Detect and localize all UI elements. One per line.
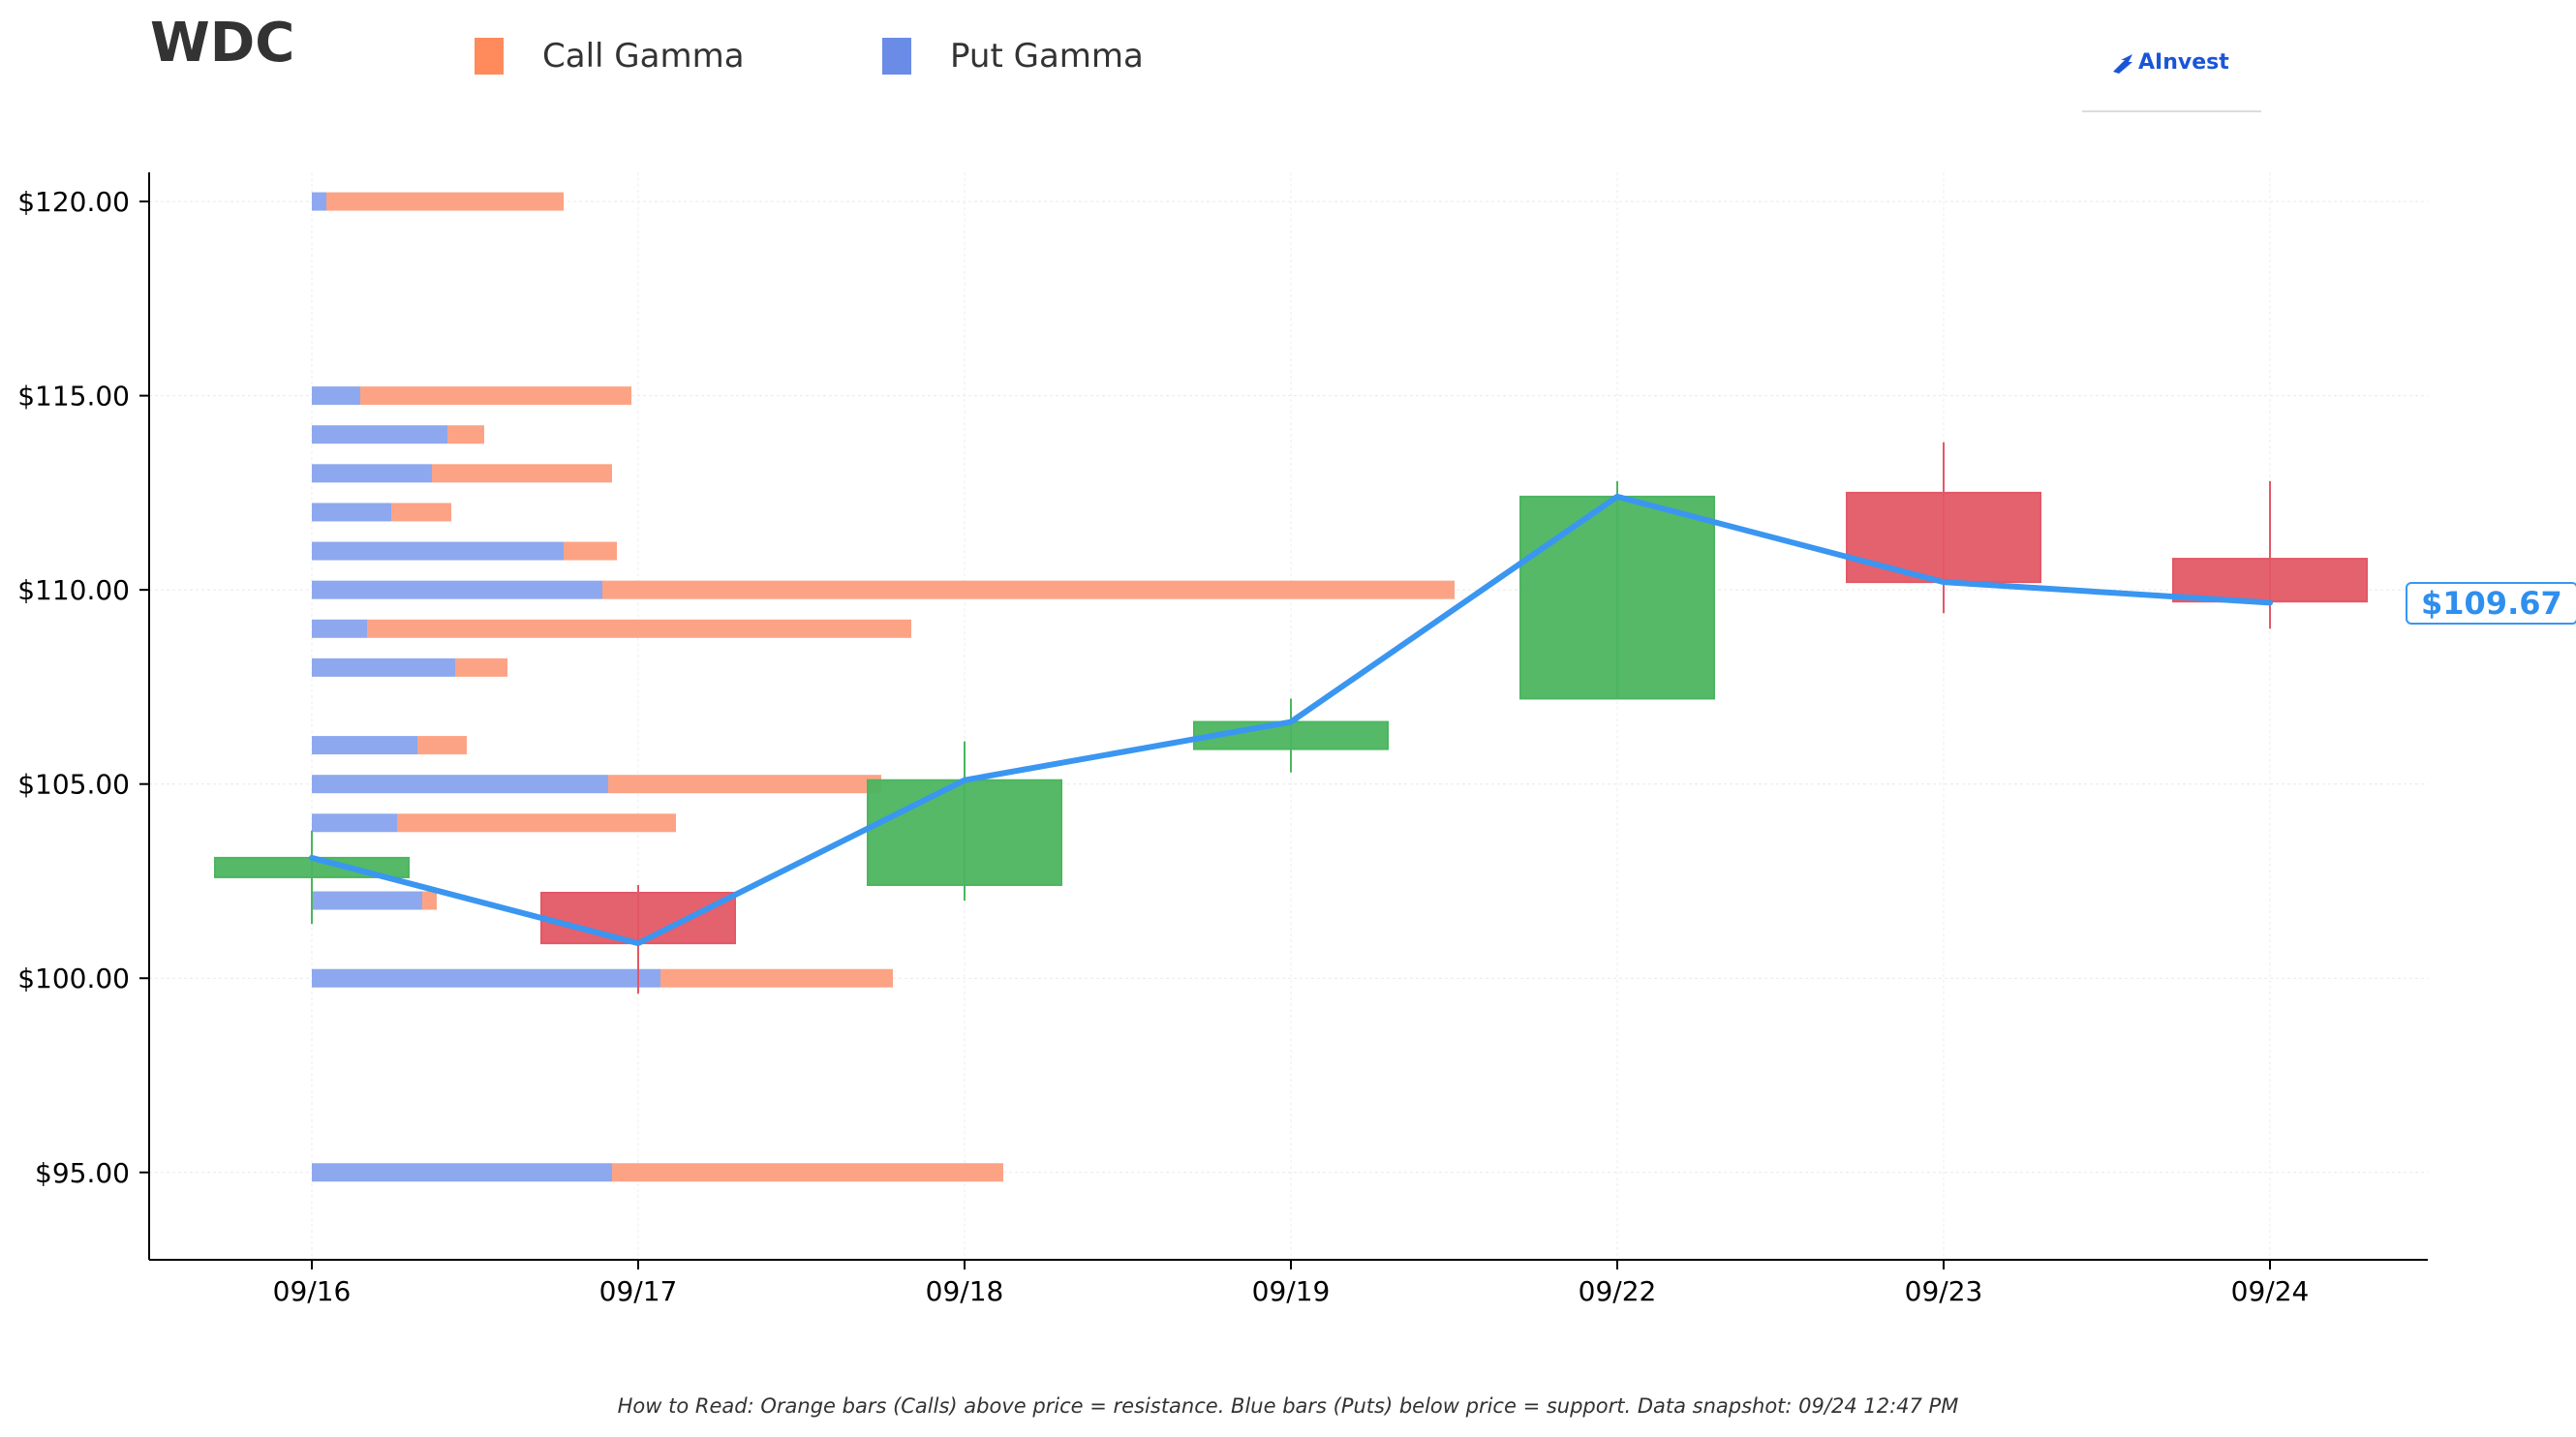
put-gamma-bar	[312, 580, 602, 599]
call-gamma-bar	[432, 464, 612, 483]
candles-layer	[214, 442, 2368, 994]
y-tick-label: $100.00	[17, 963, 130, 994]
x-tick-label: 09/24	[2231, 1275, 2310, 1307]
y-tick-label: $105.00	[17, 769, 130, 801]
y-tick-label: $115.00	[17, 381, 130, 413]
call-gamma-bar	[391, 503, 451, 522]
candle-body	[540, 891, 736, 945]
gamma-bars-layer	[312, 192, 1455, 1182]
brand-divider	[2082, 110, 2261, 112]
legend-put-swatch	[882, 38, 911, 75]
call-gamma-bar	[367, 619, 911, 638]
axes-layer: $95.00 $100.00 $105.00 $110.00 $115.00 $120.0…	[17, 172, 2428, 1307]
x-tick-label: 09/18	[926, 1275, 1004, 1307]
current-price-badge: $109.67	[2406, 582, 2576, 625]
price-line	[309, 493, 2273, 947]
y-tick-label: $120.00	[17, 186, 130, 218]
brand-name: AInvest	[2138, 50, 2229, 75]
candle-body	[1519, 495, 1715, 700]
footnote: How to Read: Orange bars (Calls) above p…	[617, 1394, 1959, 1418]
put-gamma-bar	[312, 192, 326, 211]
brand-chart-icon	[2113, 54, 2132, 74]
put-gamma-bar	[312, 541, 564, 561]
put-gamma-bar	[312, 425, 447, 444]
put-gamma-bar	[312, 503, 391, 522]
call-gamma-bar	[447, 425, 484, 444]
candle-body	[2172, 558, 2368, 603]
candle-body	[1846, 491, 2041, 584]
call-gamma-bar	[602, 580, 1455, 599]
grid-layer	[149, 172, 2428, 1260]
call-gamma-bar	[422, 891, 437, 910]
ticker-title: WDC	[150, 12, 295, 75]
y-tick-label: $95.00	[35, 1157, 130, 1189]
put-gamma-bar	[312, 775, 608, 794]
call-gamma-bar	[564, 541, 617, 561]
call-gamma-bar	[360, 386, 631, 406]
price-line-layer	[309, 493, 2273, 947]
y-tick-label: $110.00	[17, 574, 130, 606]
put-gamma-bar	[312, 386, 360, 406]
put-gamma-bar	[312, 736, 417, 755]
candle-body	[867, 779, 1062, 886]
call-gamma-bar	[417, 736, 467, 755]
call-gamma-bar	[326, 192, 564, 211]
call-gamma-bar	[455, 657, 507, 677]
legend-put-label: Put Gamma	[950, 37, 1144, 76]
put-gamma-bar	[312, 813, 397, 833]
brand-logo: AInvest	[2082, 46, 2261, 114]
x-tick-label: 09/22	[1579, 1275, 1657, 1307]
x-tick-label: 09/16	[273, 1275, 352, 1307]
x-tick-label: 09/23	[1905, 1275, 1983, 1307]
put-gamma-bar	[312, 891, 422, 910]
put-gamma-bar	[312, 619, 367, 638]
call-gamma-bar	[608, 775, 881, 794]
call-gamma-bar	[397, 813, 676, 833]
call-gamma-bar	[660, 968, 893, 988]
put-gamma-bar	[312, 657, 455, 677]
legend-put-gamma: Put Gamma	[882, 37, 1144, 76]
put-gamma-bar	[312, 968, 660, 988]
legend-call-swatch	[475, 38, 504, 75]
put-gamma-bar	[312, 464, 432, 483]
call-gamma-bar	[612, 1163, 1003, 1182]
x-tick-label: 09/17	[599, 1275, 678, 1307]
legend-call-gamma: Call Gamma	[475, 37, 745, 76]
x-tick-label: 09/19	[1252, 1275, 1331, 1307]
legend-call-label: Call Gamma	[542, 37, 745, 76]
put-gamma-bar	[312, 1163, 612, 1182]
